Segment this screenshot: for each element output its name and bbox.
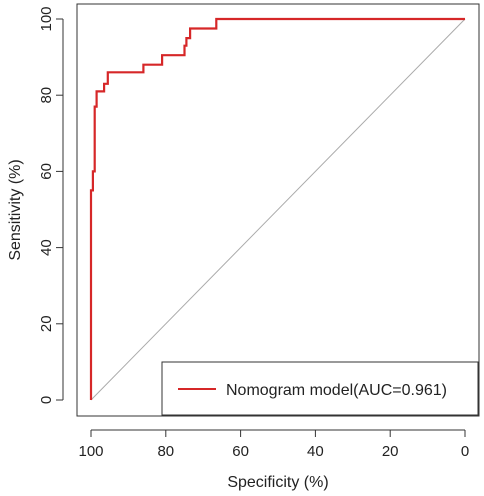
x-axis-label: Specificity (%) — [227, 474, 328, 491]
roc-curve-nomogram — [89, 17, 465, 400]
legend-label: Nomogram model(AUC=0.961) — [226, 382, 447, 399]
x-tick-label: 80 — [157, 443, 174, 460]
y-axis-label: Sensitivity (%) — [7, 159, 24, 260]
x-tick-label: 0 — [461, 443, 469, 460]
diagonal-reference-line — [90, 18, 466, 401]
x-tick-label: 60 — [232, 443, 249, 460]
legend: Nomogram model(AUC=0.961) — [161, 361, 479, 416]
x-tick-label: 20 — [382, 443, 399, 460]
y-tick-label: 40 — [38, 239, 55, 256]
y-tick-label: 0 — [38, 396, 55, 404]
y-tick-label: 100 — [38, 6, 55, 31]
x-tick-label: 100 — [78, 443, 103, 460]
y-tick-label: 80 — [38, 87, 55, 104]
y-tick-label: 20 — [38, 315, 55, 332]
x-tick-label: 40 — [307, 443, 324, 460]
y-tick-label: 60 — [38, 163, 55, 180]
plot-frame — [76, 3, 480, 417]
